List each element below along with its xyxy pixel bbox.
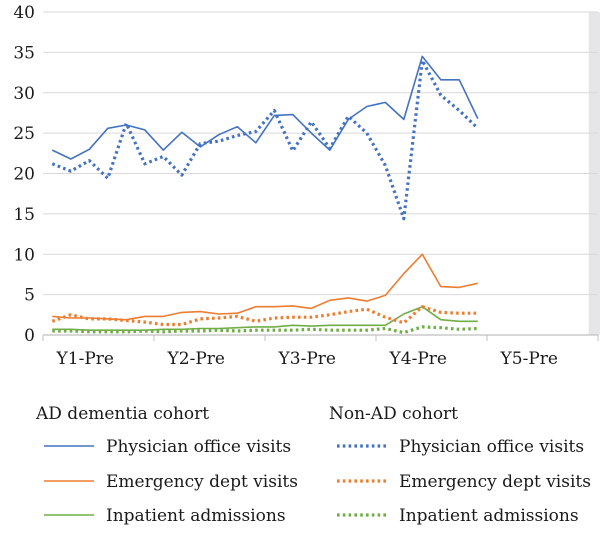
legend-entry-label: Inpatient admissions [399, 506, 579, 526]
y-tick-label: 35 [13, 43, 35, 63]
y-tick-label: 30 [13, 84, 35, 104]
legend: AD dementia cohort Physician office visit… [35, 404, 591, 526]
axes: 0 5 10 15 20 25 30 35 40 Y1-Pre Y2-Pre Y3-Pre Y4-Pre… [13, 3, 599, 369]
x-tick-label: Y2-Pre [167, 349, 225, 369]
series-line-non-ad-emergency [51, 305, 478, 327]
legend-entry-label: Emergency dept visits [399, 472, 591, 492]
x-tick-label: Y1-Pre [56, 349, 114, 369]
y-tick-label: 25 [13, 124, 35, 144]
series-line-ad-emergency [52, 253, 478, 321]
legend-entry-label: Physician office visits [106, 437, 291, 457]
gridlines [43, 11, 598, 296]
series-lines [51, 55, 479, 335]
legend-entry-label: Emergency dept visits [106, 472, 298, 492]
y-tick-label: 10 [13, 245, 35, 265]
y-tick-label: 40 [13, 3, 35, 23]
y-tick-label: 15 [13, 205, 35, 225]
y-tick-label: 5 [24, 286, 35, 306]
legend-entry-label: Physician office visits [399, 437, 584, 457]
legend-group-title: AD dementia cohort [35, 404, 209, 424]
x-tick-label: Y4-Pre [389, 349, 447, 369]
series-line-ad-physician [51, 55, 479, 160]
x-tick-label: Y5-Pre [500, 349, 558, 369]
legend-group-title: Non-AD cohort [329, 404, 458, 424]
x-tick-label: Y3-Pre [278, 349, 336, 369]
y-tick-label: 0 [24, 326, 35, 346]
y-tick-label: 20 [13, 165, 35, 185]
series-line-non-ad-inpatient [52, 325, 478, 335]
legend-entry-label: Inpatient admissions [106, 506, 286, 526]
